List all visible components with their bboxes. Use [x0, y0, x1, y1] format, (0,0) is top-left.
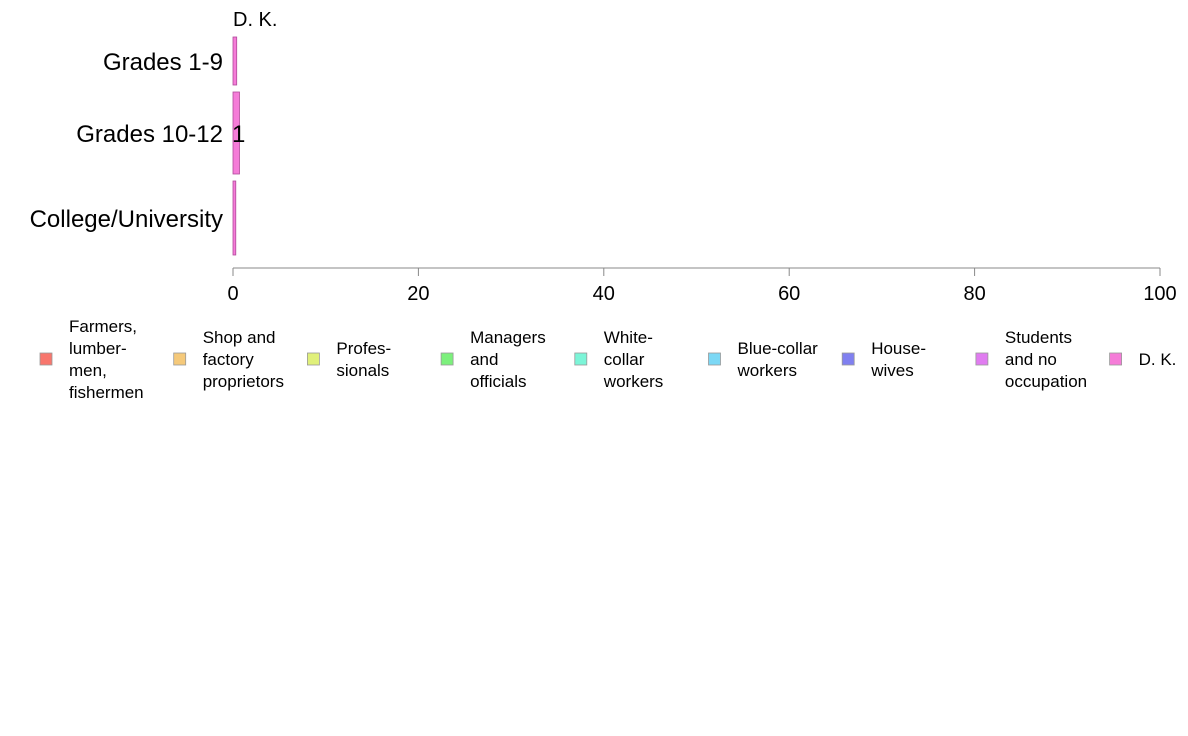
legend-label-8: D. K.: [1139, 350, 1177, 369]
legend-label-0: Farmers, lumber-men, fishermen: [69, 317, 144, 402]
bar-1-series-8: [232, 91, 240, 175]
category-labels: Grades 1-9 Grades 10-12 College/University: [30, 49, 223, 233]
x-axis: 0 20 40 60 80 100: [227, 267, 1177, 305]
legend-swatch-6: [841, 352, 855, 366]
legend-swatch-2: [306, 352, 320, 366]
legend: Farmers, lumber-men, fishermen Shop and fact…: [39, 317, 1177, 402]
category-label-2: College/University: [30, 206, 223, 233]
legend-label-4: White-collar workers: [603, 328, 664, 391]
legend-label-2: Profes-sionals: [336, 339, 391, 380]
category-label-0: Grades 1-9: [103, 49, 223, 76]
legend-swatch-7: [975, 352, 989, 366]
x-tick-label-3: 60: [778, 283, 800, 305]
category-label-1: Grades 10-12: [76, 121, 223, 148]
bar-0-series-8: [232, 36, 238, 86]
x-tick-label-2: 40: [593, 283, 615, 305]
legend-label-6: House-wives: [870, 339, 926, 380]
x-tick-label-4: 80: [963, 283, 985, 305]
legend-swatch-1: [173, 352, 187, 366]
data-label-1: 1: [232, 121, 245, 148]
legend-label-7: Students and no occupation: [1005, 328, 1087, 391]
x-tick-label-0: 0: [227, 283, 238, 305]
data-labels-group: 1: [232, 121, 245, 148]
legend-swatch-4: [574, 352, 588, 366]
legend-swatch-3: [440, 352, 454, 366]
legend-swatch-8: [1109, 352, 1122, 366]
legend-label-1: Shop and factory proprietors: [203, 328, 284, 391]
legend-swatch-0: [39, 352, 53, 366]
bar-2-series-8: [232, 180, 237, 256]
legend-label-5: Blue-collar workers: [737, 339, 819, 380]
panel-title: D. K.: [233, 9, 277, 31]
bars-group: [232, 36, 240, 256]
legend-swatch-5: [708, 352, 721, 366]
legend-label-3: Managers and officials: [470, 328, 546, 391]
x-tick-label-5: 100: [1143, 283, 1176, 305]
x-tick-label-1: 20: [407, 283, 429, 305]
